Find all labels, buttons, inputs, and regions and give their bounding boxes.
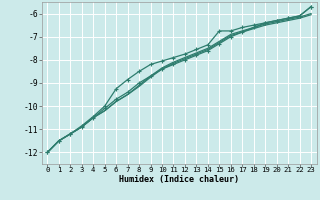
X-axis label: Humidex (Indice chaleur): Humidex (Indice chaleur) [119,175,239,184]
